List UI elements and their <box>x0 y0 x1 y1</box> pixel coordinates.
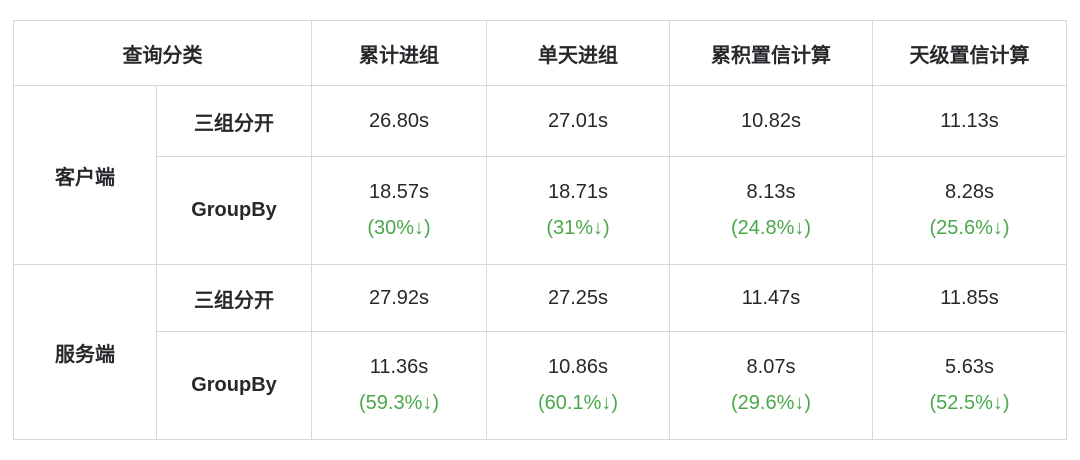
value-cell: 27.92s <box>311 264 487 332</box>
time-value: 11.85s <box>940 286 999 309</box>
decrease-percentage: (60.1%↓) <box>537 392 619 414</box>
value-cell: 8.13s (24.8%↓) <box>669 156 873 265</box>
time-value: 8.07s <box>746 356 796 378</box>
method-cell: GroupBy <box>156 156 312 265</box>
value-cell: 26.80s <box>311 85 487 157</box>
table-row: GroupBy 11.36s (59.3%↓) 10.86s (60.1%↓) … <box>14 331 1067 440</box>
value-cell: 18.57s (30%↓) <box>311 156 487 265</box>
decrease-percentage: (24.8%↓) <box>730 217 812 239</box>
time-value: 8.28s <box>945 181 994 203</box>
value-cell: 27.01s <box>486 85 670 157</box>
time-value: 11.47s <box>741 286 801 309</box>
value-cell: 11.36s (59.3%↓) <box>311 331 487 440</box>
table-row: 服务端 三组分开 27.92s 27.25s 11.47s 11.85s <box>13 264 1067 440</box>
time-value: 5.63s <box>945 356 994 378</box>
header-query-category: 查询分类 <box>13 20 312 86</box>
time-value: 11.36s <box>369 356 429 378</box>
value-cell: 27.25s <box>486 264 670 332</box>
time-value: 10.86s <box>547 356 609 378</box>
value-cell: 11.13s <box>872 85 1067 157</box>
method-cell: 三组分开 <box>156 85 312 157</box>
group-label-server: 服务端 <box>13 264 157 440</box>
header-row: 查询分类 累计进组 单天进组 累积置信计算 天级置信计算 <box>13 20 1067 86</box>
time-value: 8.13s <box>746 181 796 203</box>
time-value: 10.82s <box>740 109 802 132</box>
decrease-percentage: (29.6%↓) <box>730 392 812 414</box>
time-value: 18.57s <box>368 181 430 203</box>
table-row: GroupBy 18.57s (30%↓) 18.71s (31%↓) 8.13… <box>14 156 1067 265</box>
time-value: 27.25s <box>547 286 609 309</box>
value-cell: 8.07s (29.6%↓) <box>669 331 873 440</box>
value-cell: 18.71s (31%↓) <box>486 156 670 265</box>
value-cell: 10.82s <box>669 85 873 157</box>
value-cell: 5.63s (52.5%↓) <box>872 331 1067 440</box>
header-cumulative-confidence: 累积置信计算 <box>669 20 873 86</box>
decrease-percentage: (59.3%↓) <box>358 392 440 414</box>
header-daily-confidence: 天级置信计算 <box>872 20 1067 86</box>
decrease-percentage: (31%↓) <box>546 217 610 239</box>
value-cell: 10.86s (60.1%↓) <box>486 331 670 440</box>
table-row: 客户端 三组分开 26.80s 27.01s 10.82s 11.13s <box>13 85 1067 265</box>
time-value: 27.92s <box>368 286 430 309</box>
header-cumulative-join: 累计进组 <box>311 20 487 86</box>
group-label-client: 客户端 <box>13 85 157 265</box>
value-cell: 11.85s <box>872 264 1067 332</box>
time-value: 27.01s <box>547 109 609 132</box>
decrease-percentage: (30%↓) <box>367 217 431 239</box>
value-cell: 11.47s <box>669 264 873 332</box>
method-cell: 三组分开 <box>156 264 312 332</box>
decrease-percentage: (25.6%↓) <box>929 217 1010 239</box>
time-value: 26.80s <box>368 109 430 132</box>
time-value: 18.71s <box>547 181 609 203</box>
header-single-day-join: 单天进组 <box>486 20 670 86</box>
query-performance-table: 查询分类 累计进组 单天进组 累积置信计算 天级置信计算 客户端 三组分开 26… <box>13 20 1067 440</box>
method-cell: GroupBy <box>156 331 312 440</box>
time-value: 11.13s <box>940 109 999 132</box>
value-cell: 8.28s (25.6%↓) <box>872 156 1067 265</box>
decrease-percentage: (52.5%↓) <box>929 392 1010 414</box>
